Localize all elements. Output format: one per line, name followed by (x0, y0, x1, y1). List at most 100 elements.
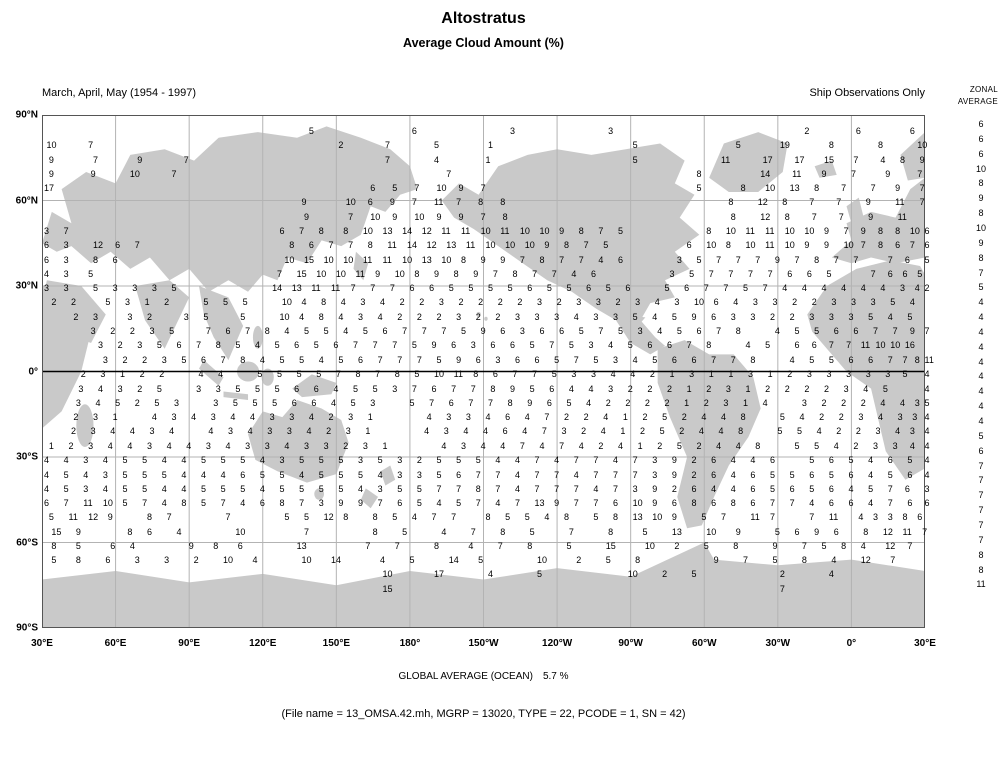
cloud-amount-value: 6 (147, 527, 153, 537)
cloud-amount-value: 2 (924, 283, 930, 293)
cloud-amount-value: 4 (924, 369, 930, 379)
cloud-amount-value: 11 (362, 255, 373, 265)
cloud-amount-value: 3 (806, 369, 812, 379)
cloud-amount-value: 3 (63, 255, 69, 265)
cloud-amount-value: 5 (402, 527, 408, 537)
cloud-amount-value: 4 (924, 426, 930, 436)
cloud-amount-value: 8 (473, 369, 479, 379)
cloud-amount-value: 10 (725, 226, 736, 236)
cloud-amount-value: 4 (730, 455, 736, 465)
cloud-amount-value: 8 (706, 340, 712, 350)
cloud-amount-value: 5 (274, 384, 280, 394)
cloud-amount-value: 5 (303, 326, 309, 336)
cloud-amount-value: 10 (524, 240, 535, 250)
cloud-amount-value: 4 (809, 498, 815, 508)
cloud-amount-value: 3 (93, 312, 99, 322)
cloud-amount-value: 8 (730, 498, 736, 508)
zonal-average-value: 4 (978, 297, 984, 308)
cloud-amount-value: 4 (868, 498, 874, 508)
cloud-amount-value: 9 (895, 183, 901, 193)
cloud-amount-value: 5 (475, 455, 481, 465)
cloud-amount-value: 2 (667, 384, 673, 394)
cloud-amount-value: 9 (559, 226, 565, 236)
cloud-amount-value: 3 (725, 384, 731, 394)
cloud-amount-value: 6 (370, 183, 376, 193)
cloud-amount-value: 5 (252, 398, 258, 408)
cloud-amount-value: 5 (350, 398, 356, 408)
cloud-amount-value: 7 (541, 426, 547, 436)
cloud-amount-value: 3 (377, 484, 383, 494)
cloud-amount-value: 4 (441, 441, 447, 451)
cloud-amount-value: 8 (740, 183, 746, 193)
cloud-amount-value: 4 (161, 455, 167, 465)
cloud-amount-value: 10 (804, 226, 815, 236)
cloud-amount-value: 5 (200, 484, 206, 494)
cloud-amount-value: 6 (502, 426, 508, 436)
cloud-amount-value: 5 (691, 569, 697, 579)
cloud-amount-value: 6 (237, 541, 243, 551)
cloud-amount-value: 2 (789, 312, 795, 322)
y-tick-label: 30°S (16, 451, 38, 463)
cloud-amount-value: 7 (495, 470, 501, 480)
cloud-amount-value: 4 (380, 297, 386, 307)
cloud-amount-value: 11 (433, 197, 444, 207)
cloud-amount-value: 10 (765, 183, 776, 193)
cloud-amount-value: 3 (149, 426, 155, 436)
cloud-amount-value: 7 (171, 169, 177, 179)
cloud-amount-value: 9 (48, 169, 54, 179)
cloud-amount-value: 10 (335, 269, 346, 279)
cloud-amount-value: 5 (814, 441, 820, 451)
cloud-amount-value: 8 (728, 197, 734, 207)
cloud-amount-value: 8 (877, 240, 883, 250)
cloud-amount-value: 3 (370, 398, 376, 408)
cloud-amount-value: 5 (703, 541, 709, 551)
cloud-amount-value: 2 (627, 384, 633, 394)
cloud-amount-value: 8 (478, 197, 484, 207)
cloud-amount-value: 9 (671, 512, 677, 522)
cloud-amount-value: 11 (382, 255, 392, 265)
cloud-amount-value: 7 (451, 384, 457, 394)
cloud-amount-value: 8 (321, 297, 327, 307)
zonal-average-value: 8 (978, 549, 984, 560)
cloud-amount-value: 5 (122, 455, 128, 465)
cloud-amount-value: 3 (858, 412, 864, 422)
cloud-amount-value: 3 (848, 312, 854, 322)
cloud-amount-value: 13 (421, 255, 432, 265)
cloud-amount-value: 6 (855, 126, 861, 136)
zonal-average-value: 7 (978, 267, 984, 278)
cloud-amount-value: 3 (147, 441, 153, 451)
cloud-amount-value: 4 (600, 426, 606, 436)
cloud-amount-value: 5 (676, 326, 682, 336)
cloud-amount-value: 2 (73, 412, 79, 422)
cloud-amount-value: 3 (215, 384, 221, 394)
cloud-amount-value: 4 (573, 470, 579, 480)
cloud-amount-value: 6 (549, 384, 555, 394)
cloud-amount-value: 4 (880, 398, 886, 408)
x-tick-label: 60°E (104, 638, 127, 649)
cloud-amount-value: 3 (63, 283, 69, 293)
cloud-amount-value: 2 (338, 140, 344, 150)
cloud-amount-value: 5 (115, 398, 121, 408)
cloud-amount-value: 12 (760, 212, 771, 222)
cloud-amount-value: 2 (343, 441, 349, 451)
cloud-amount-value: 15 (605, 541, 616, 551)
cloud-amount-value: 19 (779, 140, 790, 150)
cloud-amount-value: 4 (181, 470, 187, 480)
cloud-amount-value: 5 (887, 470, 893, 480)
cloud-amount-value: 7 (703, 283, 709, 293)
cloud-amount-value: 6 (686, 240, 692, 250)
cloud-amount-value: 15 (382, 584, 393, 594)
cloud-amount-value: 7 (554, 484, 560, 494)
cloud-amount-value: 4 (593, 484, 599, 494)
cloud-amount-value: 3 (100, 369, 106, 379)
cloud-amount-value: 9 (909, 326, 915, 336)
cloud-amount-value: 5 (220, 484, 226, 494)
cloud-amount-value: 4 (514, 484, 520, 494)
cloud-amount-value: 8 (730, 212, 736, 222)
cloud-amount-value: 5 (122, 484, 128, 494)
cloud-amount-value: 3 (595, 297, 601, 307)
cloud-amount-value: 5 (627, 340, 633, 350)
cloud-amount-value: 6 (559, 326, 565, 336)
cloud-amount-value: 6 (924, 226, 930, 236)
cloud-amount-value: 6 (313, 384, 319, 394)
